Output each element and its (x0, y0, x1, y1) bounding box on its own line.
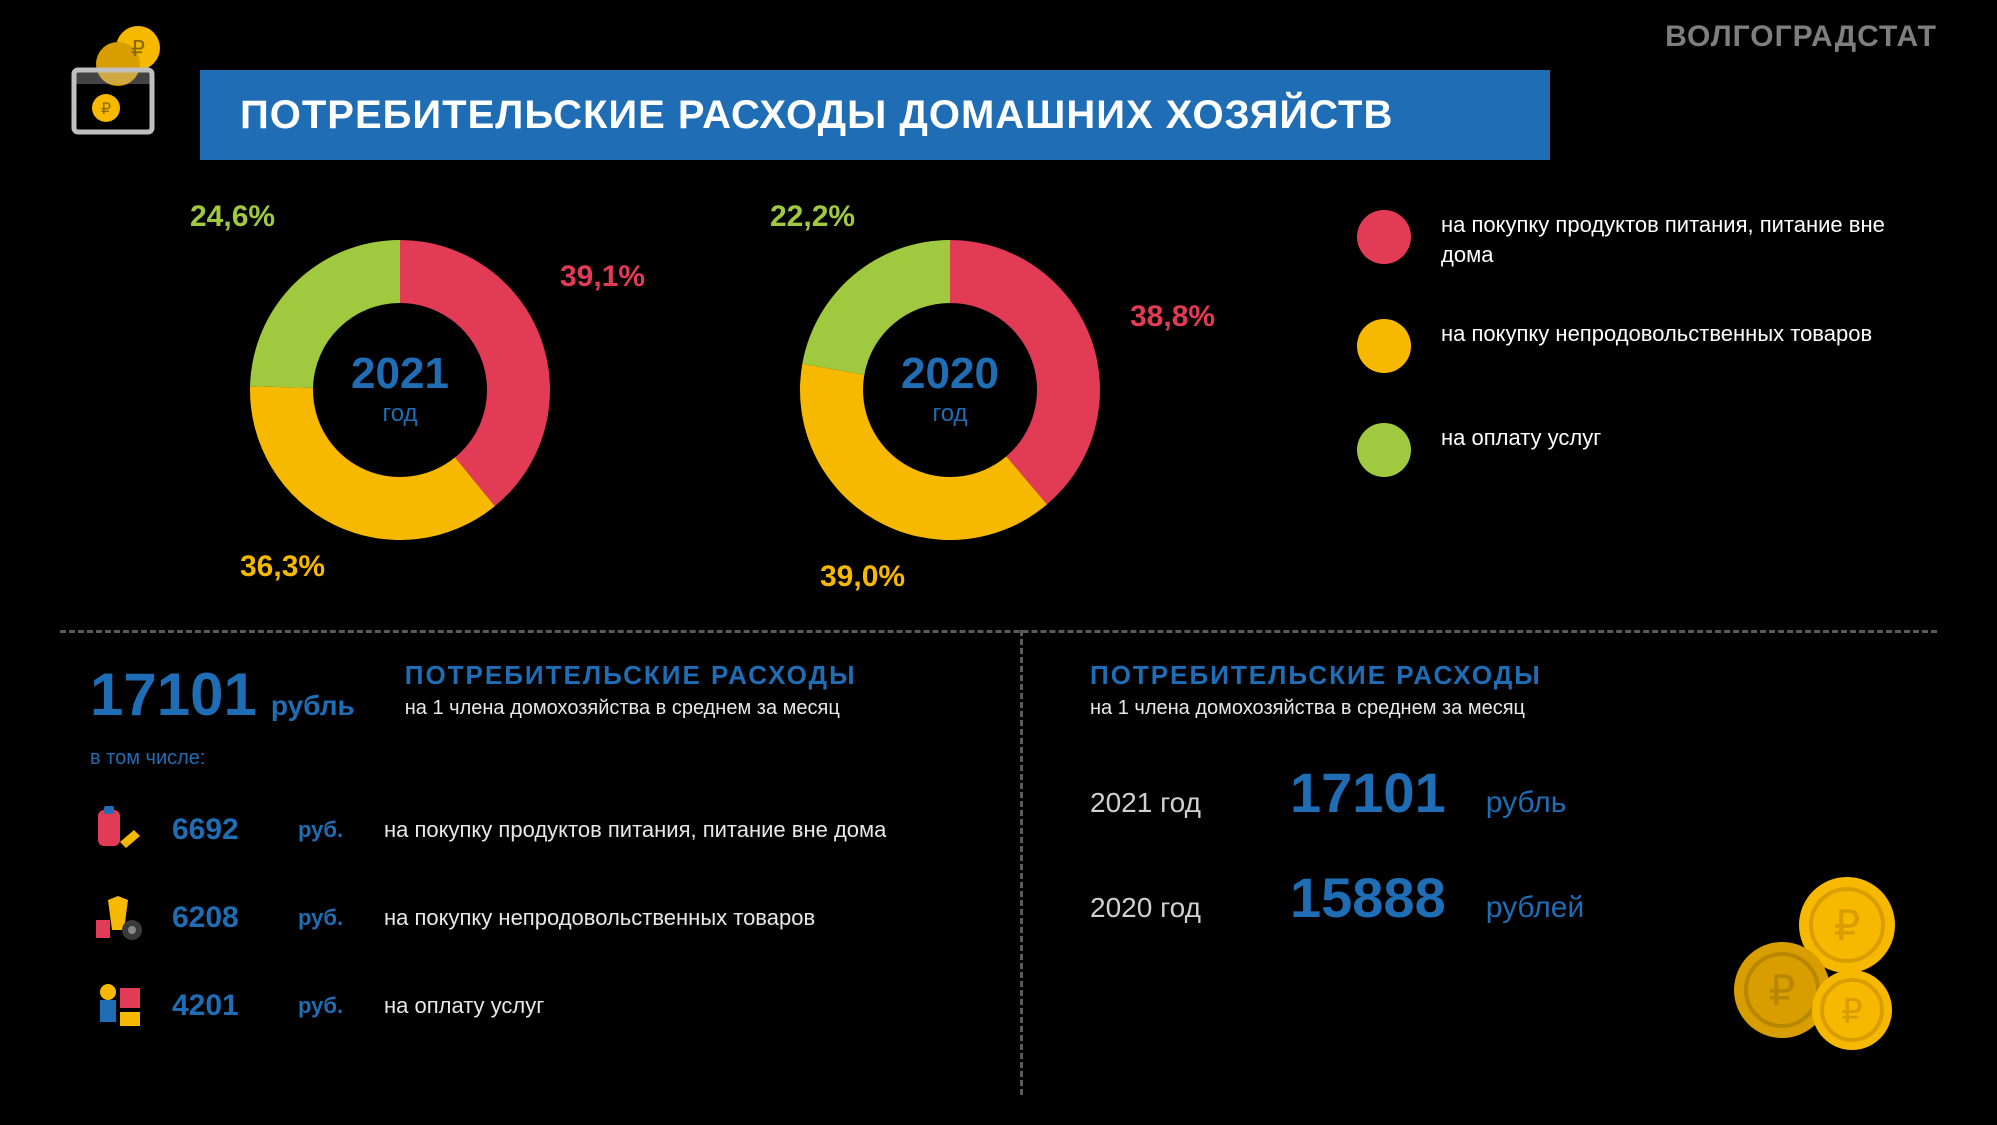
svg-text:₽: ₽ (131, 36, 145, 61)
legend-swatch (1357, 423, 1411, 477)
including-label: в том числе: (90, 747, 355, 770)
breakdown-value: 4201 (172, 989, 272, 1023)
donut-year-label: 2021 (351, 352, 449, 396)
svg-text:₽: ₽ (1841, 993, 1863, 1031)
year-unit: рублей (1486, 891, 1584, 925)
headline-value: 17101 рубль (90, 660, 355, 729)
legend-text: на покупку непродовольственных товаров (1441, 319, 1872, 349)
coins-icon: ₽ ₽ ₽ (1717, 870, 1907, 1060)
donut-year-sub: год (351, 400, 449, 428)
divider-vertical (1020, 630, 1023, 1095)
breakdown-value: 6208 (172, 901, 272, 935)
breakdown-unit: руб. (298, 817, 358, 843)
title-bar: ПОТРЕБИТЕЛЬСКИЕ РАСХОДЫ ДОМАШНИХ ХОЗЯЙСТ… (200, 70, 1550, 160)
year-unit: рубль (1486, 786, 1567, 820)
legend-swatch (1357, 319, 1411, 373)
breakdown-unit: руб. (298, 993, 358, 1019)
goods-icon (90, 890, 146, 946)
bl-section-sub: на 1 члена домохозяйства в среднем за ме… (405, 697, 857, 720)
slice-label: 39,0% (820, 560, 905, 594)
services-icon (90, 978, 146, 1034)
breakdown-desc: на оплату услуг (384, 992, 544, 1021)
legend-item: на оплату услуг (1357, 423, 1917, 477)
bl-section-title: ПОТРЕБИТЕЛЬСКИЕ РАСХОДЫ (405, 660, 857, 691)
svg-text:₽: ₽ (101, 101, 111, 118)
logo-icon: ₽ ₽ (60, 20, 180, 140)
breakdown-value: 6692 (172, 813, 272, 847)
bottom-left-panel: 17101 рубль в том числе: ПОТРЕБИТЕЛЬСКИЕ… (90, 660, 970, 1034)
donut-year-sub: год (901, 400, 999, 428)
donut-year-label: 2020 (901, 352, 999, 396)
legend-item: на покупку непродовольственных товаров (1357, 319, 1917, 373)
slice-label: 36,3% (240, 550, 325, 584)
svg-text:₽: ₽ (1834, 902, 1861, 949)
year-label: 2020 год (1090, 892, 1250, 924)
food-icon (90, 802, 146, 858)
headline-unit: рубль (271, 690, 355, 722)
donut-2021: 2021год39,1%36,3%24,6% (230, 220, 570, 560)
year-row: 2021 год 17101 рубль (1090, 760, 1917, 825)
breakdown-row: 4201 руб. на оплату услуг (90, 978, 970, 1034)
breakdown-desc: на покупку продуктов питания, питание вн… (384, 816, 886, 845)
page-title: ПОТРЕБИТЕЛЬСКИЕ РАСХОДЫ ДОМАШНИХ ХОЗЯЙСТ… (240, 93, 1393, 138)
divider-horizontal (60, 630, 1937, 633)
breakdown-unit: руб. (298, 905, 358, 931)
year-value: 17101 (1290, 760, 1446, 825)
legend-item: на покупку продуктов питания, питание вн… (1357, 210, 1917, 269)
slice-label: 22,2% (770, 200, 855, 234)
breakdown-desc: на покупку непродовольственных товаров (384, 904, 815, 933)
brand-label: ВОЛГОГРАДСТАТ (1665, 20, 1937, 54)
legend-swatch (1357, 210, 1411, 264)
slice-label: 24,6% (190, 200, 275, 234)
headline-number: 17101 (90, 660, 257, 729)
legend-text: на оплату услуг (1441, 423, 1601, 453)
legend-text: на покупку продуктов питания, питание вн… (1441, 210, 1917, 269)
br-section-sub: на 1 члена домохозяйства в среднем за ме… (1090, 697, 1917, 720)
slice-label: 38,8% (1130, 300, 1215, 334)
br-section-title: ПОТРЕБИТЕЛЬСКИЕ РАСХОДЫ (1090, 660, 1917, 691)
breakdown-row: 6208 руб. на покупку непродовольственных… (90, 890, 970, 946)
svg-text:₽: ₽ (1769, 967, 1796, 1014)
year-value: 15888 (1290, 865, 1446, 930)
breakdown-row: 6692 руб. на покупку продуктов питания, … (90, 802, 970, 858)
donut-2020: 2020год38,8%39,0%22,2% (780, 220, 1120, 560)
legend: на покупку продуктов питания, питание вн… (1357, 210, 1917, 527)
year-label: 2021 год (1090, 787, 1250, 819)
slice-label: 39,1% (560, 260, 645, 294)
